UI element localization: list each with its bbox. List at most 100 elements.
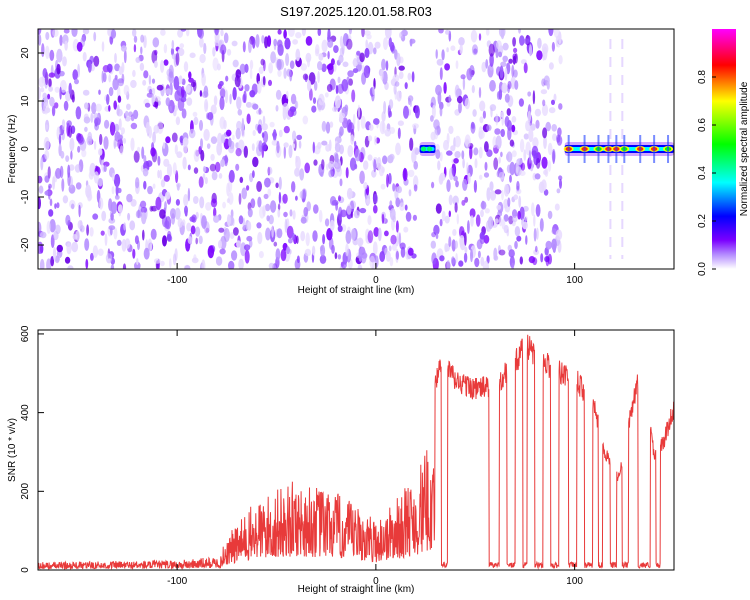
noise-cell xyxy=(349,25,352,35)
noise-cell xyxy=(140,47,142,55)
noise-cell xyxy=(160,261,165,266)
noise-cell xyxy=(120,145,124,155)
noise-cell xyxy=(479,175,482,180)
noise-cell xyxy=(470,249,473,262)
noise-cell xyxy=(559,179,562,189)
noise-cell xyxy=(495,218,499,223)
noise-cell xyxy=(157,156,160,166)
noise-cell xyxy=(205,202,211,211)
noise-cell xyxy=(495,189,502,194)
noise-cell xyxy=(48,78,52,87)
noise-cell xyxy=(469,146,472,159)
noise-cell xyxy=(338,195,341,201)
noise-cell xyxy=(86,224,89,235)
noise-cell xyxy=(283,142,288,147)
noise-cell xyxy=(94,171,99,183)
noise-cell xyxy=(395,81,400,86)
noise-cell xyxy=(350,134,354,144)
noise-cell xyxy=(378,228,382,242)
noise-cell xyxy=(111,264,114,271)
noise-cell xyxy=(164,44,167,54)
noise-cell xyxy=(198,28,204,39)
noise-cell xyxy=(445,30,450,35)
noise-cell xyxy=(232,41,238,47)
noise-cell xyxy=(516,181,519,191)
noise-cell xyxy=(222,202,226,209)
noise-cell xyxy=(274,242,278,247)
noise-cell xyxy=(314,81,317,91)
noise-cell xyxy=(83,52,87,62)
noise-cell xyxy=(151,229,157,240)
noise-cell xyxy=(164,201,167,210)
noise-cell xyxy=(477,239,483,249)
noise-cell xyxy=(201,215,207,229)
noise-cell xyxy=(552,42,555,52)
noise-cell xyxy=(329,140,332,152)
noise-cell xyxy=(412,123,419,129)
noise-cell xyxy=(118,79,124,86)
noise-cell xyxy=(189,129,196,138)
noise-cell xyxy=(250,68,253,79)
noise-cell xyxy=(69,83,72,95)
noise-cell xyxy=(122,239,127,252)
noise-cell xyxy=(140,63,144,71)
noise-cell xyxy=(224,33,229,44)
noise-cell xyxy=(386,174,389,188)
noise-cell xyxy=(546,256,550,267)
noise-cell xyxy=(205,102,207,109)
noise-cell xyxy=(557,188,561,193)
noise-cell xyxy=(453,176,458,182)
noise-cell xyxy=(132,29,136,37)
noise-cell xyxy=(284,126,290,133)
noise-cell xyxy=(306,36,313,46)
noise-cell xyxy=(431,232,436,237)
noise-cell xyxy=(217,63,221,70)
noise-cell xyxy=(405,82,408,89)
noise-cell xyxy=(219,173,223,179)
noise-cell xyxy=(246,102,252,108)
noise-cell xyxy=(435,85,442,96)
noise-cell xyxy=(195,227,200,237)
noise-cell xyxy=(124,85,130,96)
noise-cell xyxy=(56,202,59,208)
noise-cell xyxy=(64,41,68,51)
noise-cell xyxy=(479,33,481,40)
noise-cell xyxy=(194,149,200,162)
noise-cell xyxy=(53,231,58,240)
noise-cell xyxy=(276,248,281,260)
noise-cell xyxy=(200,90,202,97)
noise-cell xyxy=(535,120,539,129)
noise-cell xyxy=(262,205,265,217)
noise-cell xyxy=(101,231,105,236)
spectrogram-x-axis-label: Height of straight line (km) xyxy=(298,285,415,296)
noise-cell xyxy=(238,109,243,116)
noise-cell xyxy=(533,214,535,226)
noise-cell xyxy=(524,63,528,74)
noise-cell xyxy=(184,61,188,72)
noise-cell xyxy=(40,87,44,92)
noise-cell xyxy=(44,150,49,160)
noise-cell xyxy=(400,243,406,250)
noise-cell xyxy=(276,141,279,154)
noise-cell xyxy=(313,159,317,165)
noise-cell xyxy=(472,44,478,55)
noise-cell xyxy=(317,142,321,149)
noise-cell xyxy=(512,116,517,123)
noise-cell xyxy=(356,51,360,56)
noise-cell xyxy=(119,118,122,130)
noise-cell xyxy=(76,106,82,119)
noise-cell xyxy=(327,51,329,59)
noise-cell xyxy=(542,54,545,61)
noise-cell xyxy=(493,248,497,260)
noise-cell xyxy=(136,258,138,265)
noise-cell xyxy=(448,126,453,134)
noise-cell xyxy=(509,249,515,257)
noise-cell xyxy=(325,92,329,97)
colorbar-tick-label: 0.6 xyxy=(697,118,708,132)
noise-cell xyxy=(299,168,304,180)
noise-cell xyxy=(479,126,483,140)
noise-cell xyxy=(93,245,98,258)
noise-cell xyxy=(113,100,117,109)
noise-cell xyxy=(297,255,300,263)
noise-cell xyxy=(101,211,106,221)
